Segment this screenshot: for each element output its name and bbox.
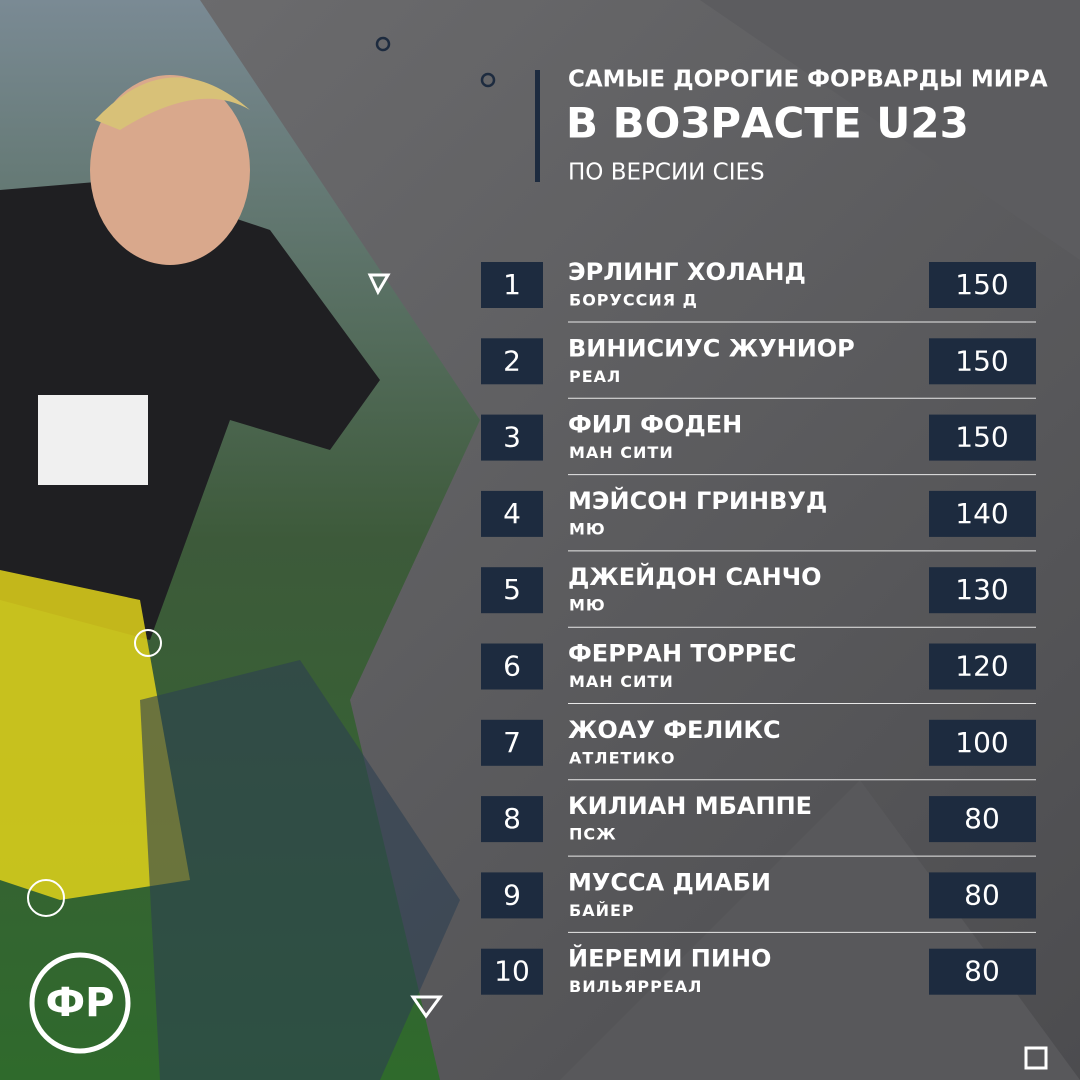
club: РЕАЛ: [569, 367, 621, 386]
player-name: ЖОАУ ФЕЛИКС: [568, 716, 781, 744]
value: 130: [955, 573, 1008, 606]
header-line2: В ВОЗРАСТЕ U23: [566, 99, 969, 148]
decor-shape: [560, 780, 1080, 1080]
rank: 2: [503, 344, 521, 377]
club: МЮ: [569, 519, 606, 538]
decor-circle: [27, 879, 65, 917]
logo-ring: [29, 952, 131, 1054]
rank: 5: [503, 573, 521, 606]
logo: ФР: [46, 980, 115, 1026]
rank: 10: [494, 955, 530, 988]
value-box: [929, 567, 1036, 614]
player-name: МЭЙСОН ГРИНВУД: [568, 486, 827, 515]
value: 140: [955, 497, 1008, 530]
decor-triangle: [410, 995, 443, 1019]
value-box: [929, 796, 1036, 843]
club: БОРУССИЯ Д: [569, 291, 698, 310]
rank-box: [481, 490, 543, 537]
club: МАН СИТИ: [569, 672, 674, 691]
rank-box: [481, 643, 543, 690]
rank: 9: [503, 878, 521, 911]
value: 100: [955, 726, 1008, 759]
value-box: [929, 262, 1036, 308]
decor-shape: [700, 0, 1080, 260]
decor-circle: [134, 629, 162, 657]
value: 80: [964, 878, 1000, 911]
decor-circle: [480, 72, 496, 88]
club: БАЙЕР: [569, 901, 635, 920]
club: АТЛЕТИКО: [569, 748, 676, 767]
player-name: ФИЛ ФОДЕН: [568, 411, 742, 439]
value-box: [929, 338, 1036, 385]
player-shorts: [0, 570, 190, 900]
decor-square: [1024, 1046, 1048, 1070]
rank: 6: [503, 650, 521, 683]
club: МЮ: [569, 596, 606, 615]
player-name: ЙЕРЕМИ ПИНО: [568, 944, 771, 973]
rank-box: [481, 872, 543, 919]
value: 150: [955, 268, 1008, 301]
header-line1: САМЫЕ ДОРОГИЕ ФОРВАРДЫ МИРА: [568, 67, 1048, 93]
player-name: ДЖЕЙДОН САНЧО: [568, 562, 822, 591]
rank-box: [481, 262, 543, 308]
rank-box: [481, 567, 543, 614]
decor-shape: [140, 660, 460, 1080]
rank-box: [481, 338, 543, 385]
value: 80: [964, 802, 1000, 835]
player-name: КИЛИАН МБАППЕ: [568, 792, 812, 820]
player-name: ФЕРРАН ТОРРЕС: [568, 640, 796, 668]
ranking-table: 1 ЭРЛИНГ ХОЛАНД БОРУССИЯ Д 150 2 ВИНИСИУС ЖУН…: [481, 258, 1036, 996]
player-name: ВИНИСИУС ЖУНИОР: [568, 334, 855, 362]
sponsor-patch: [38, 395, 148, 485]
value: 80: [964, 955, 1000, 988]
rank: 7: [503, 726, 521, 759]
player-shirt: [0, 180, 380, 640]
value: 120: [955, 650, 1008, 683]
decor-circle: [375, 36, 391, 52]
rank-box: [481, 948, 543, 995]
header-subtitle: ПО ВЕРСИИ CIES: [568, 160, 765, 186]
rank: 3: [503, 421, 521, 454]
player-name: МУССА ДИАБИ: [568, 868, 771, 896]
rank-box: [481, 719, 543, 766]
player-hair: [95, 77, 250, 130]
club: МАН СИТИ: [569, 443, 674, 462]
value-box: [929, 872, 1036, 919]
player-name: ЭРЛИНГ ХОЛАНД: [568, 258, 806, 286]
rank-box: [481, 796, 543, 843]
club: ПСЖ: [569, 825, 617, 844]
rank-box: [481, 414, 543, 461]
rank: 4: [503, 497, 521, 530]
value: 150: [955, 421, 1008, 454]
rank: 8: [503, 802, 521, 835]
value-box: [929, 948, 1036, 995]
decor-triangle: [367, 273, 391, 296]
rank: 1: [503, 268, 521, 301]
value-box: [929, 719, 1036, 766]
club: ВИЛЬЯРРЕАЛ: [569, 977, 702, 996]
value-box: [929, 490, 1036, 537]
value: 150: [955, 344, 1008, 377]
value-box: [929, 643, 1036, 690]
header-bar: [535, 70, 540, 182]
value-box: [929, 414, 1036, 461]
